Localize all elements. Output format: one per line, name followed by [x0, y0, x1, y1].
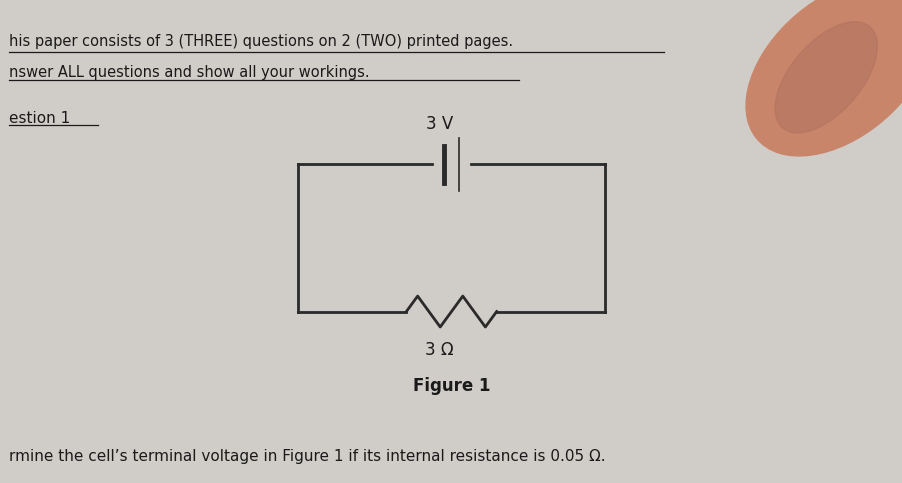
Text: 3 V: 3 V	[426, 115, 453, 133]
Text: estion 1: estion 1	[9, 111, 70, 126]
Text: 3 Ω: 3 Ω	[425, 341, 454, 358]
Text: nswer ALL questions and show all your workings.: nswer ALL questions and show all your wo…	[9, 65, 369, 80]
Ellipse shape	[774, 22, 877, 133]
Text: his paper consists of 3 (THREE) questions on 2 (TWO) printed pages.: his paper consists of 3 (THREE) question…	[9, 34, 512, 49]
Text: Figure 1: Figure 1	[412, 377, 490, 395]
Ellipse shape	[745, 0, 902, 156]
Text: rmine the cell’s terminal voltage in Figure 1 if its internal resistance is 0.05: rmine the cell’s terminal voltage in Fig…	[9, 449, 605, 464]
